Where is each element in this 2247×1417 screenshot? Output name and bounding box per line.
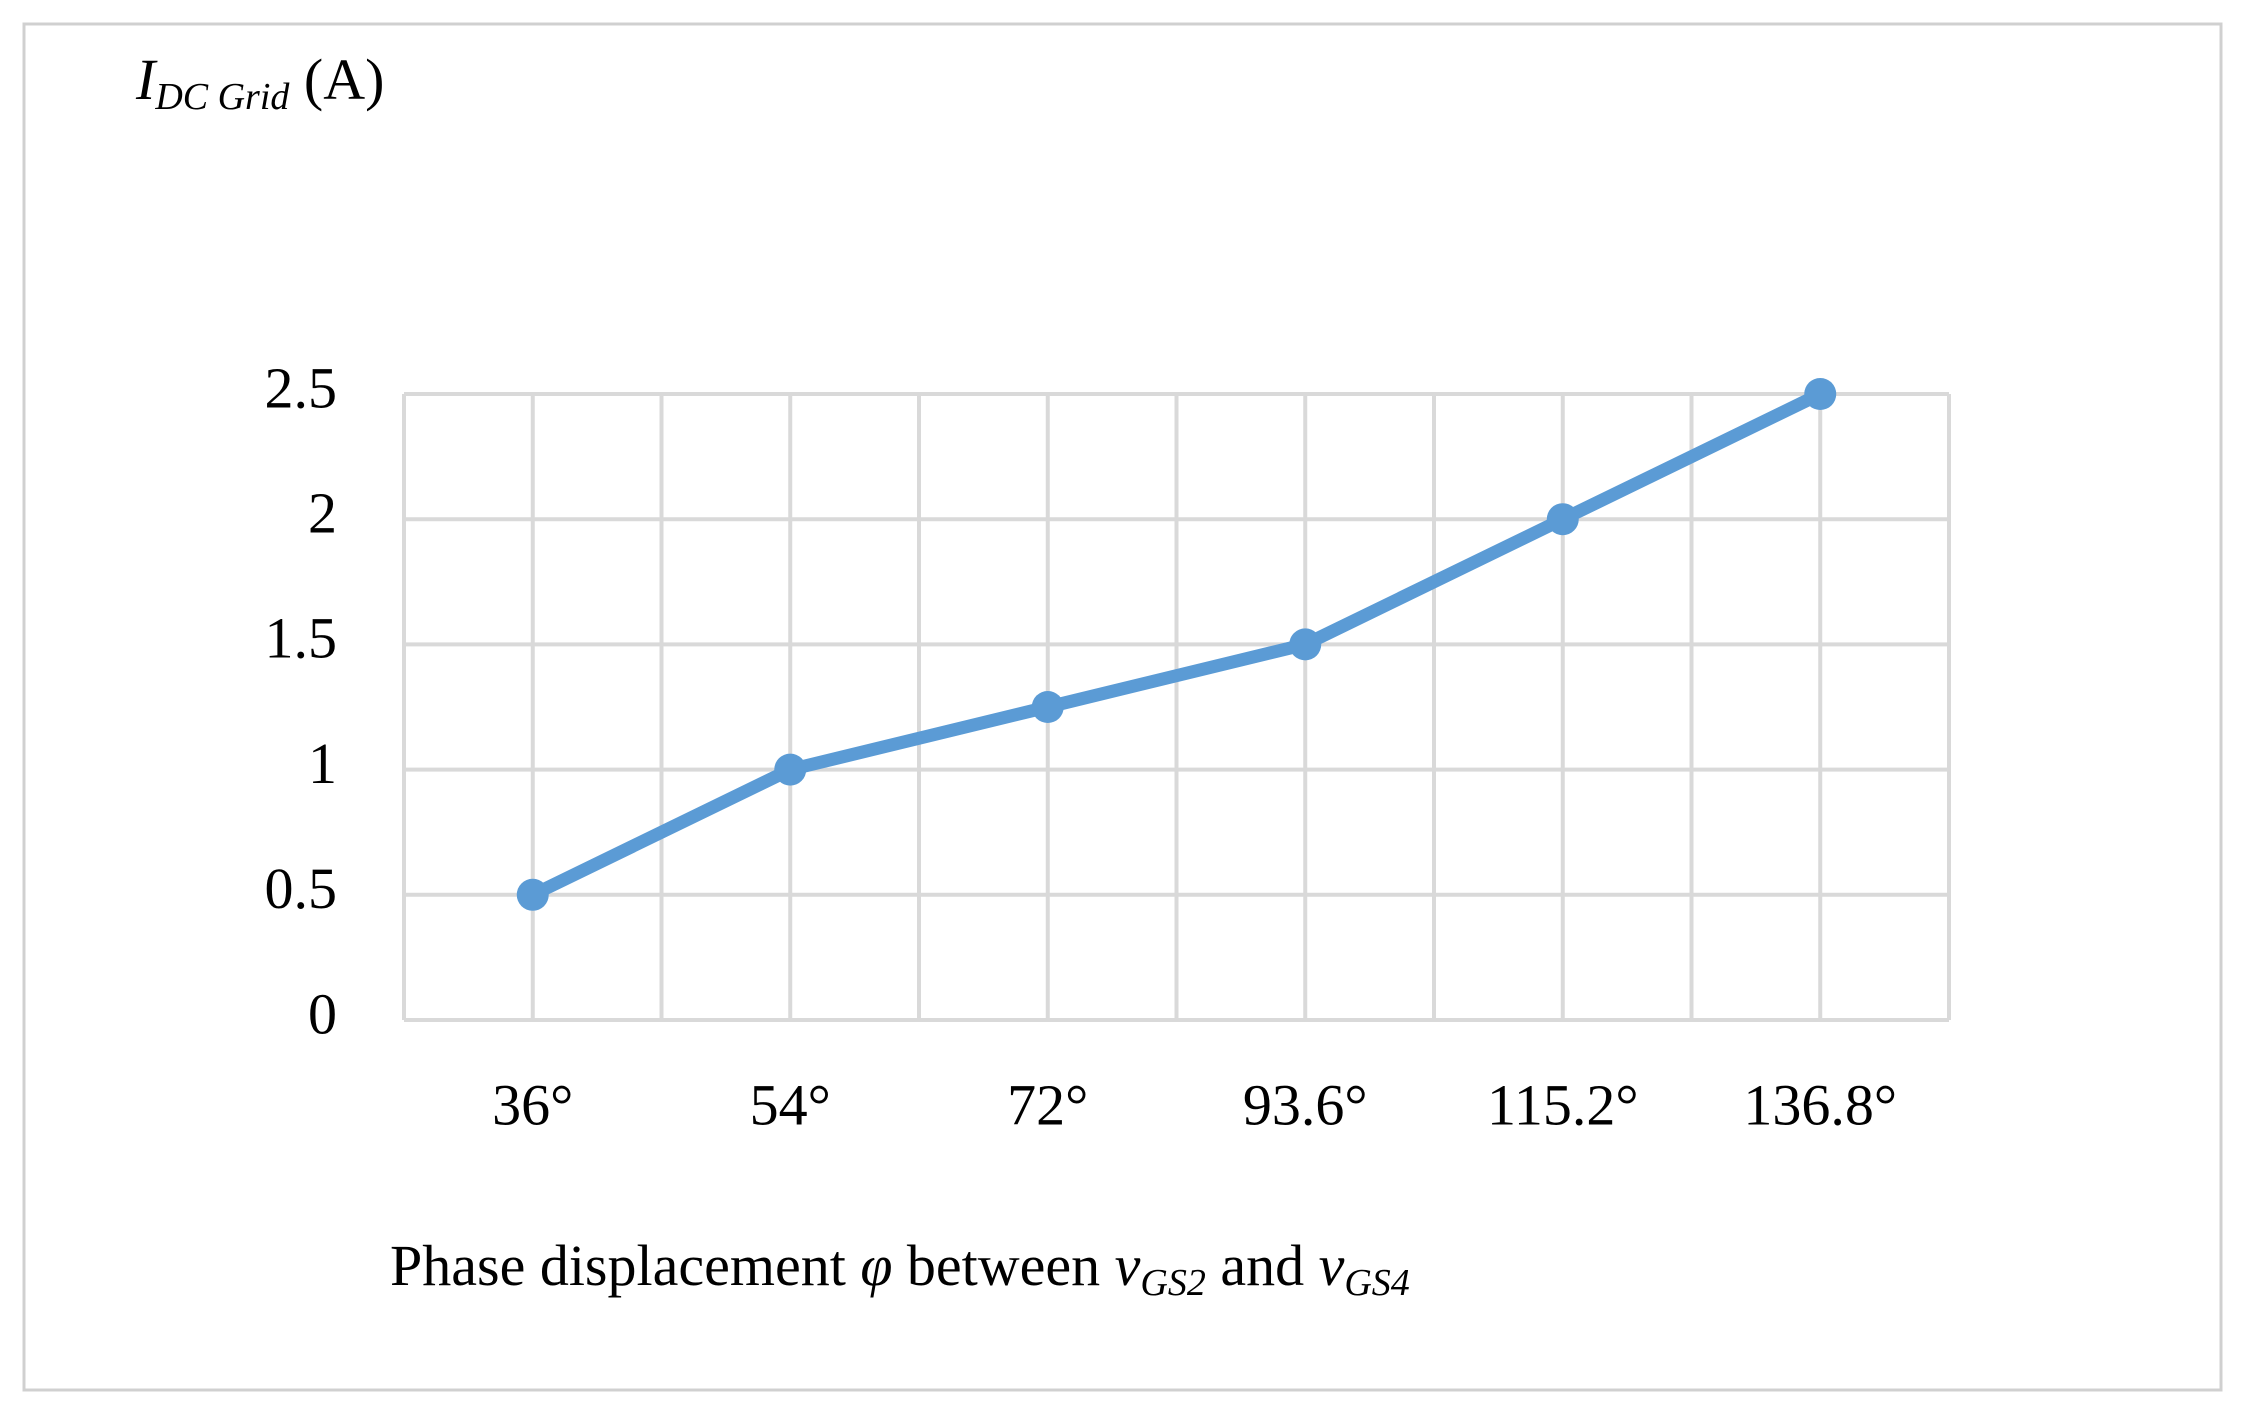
x-label-part: between [892, 1233, 1114, 1298]
y-tick-label: 1.5 [265, 606, 338, 671]
y-axis-label: IDC Grid (A) [135, 47, 384, 117]
x-axis-label: Phase displacement φ between vGS2 and vG… [390, 1233, 1410, 1303]
x-tick-label: 115.2° [1487, 1072, 1639, 1137]
x-label-part: GS4 [1344, 1262, 1409, 1304]
y-tick-label: 2 [308, 481, 337, 546]
x-label-part: v [1115, 1233, 1141, 1298]
x-label-part: and [1206, 1233, 1319, 1298]
x-tick-label: 136.8° [1743, 1072, 1897, 1137]
frame [22, 22, 2223, 1392]
x-label-part: φ [860, 1233, 892, 1298]
x-tick-label: 93.6° [1243, 1072, 1368, 1137]
x-label-part: GS2 [1140, 1262, 1205, 1304]
marker [1804, 378, 1837, 410]
y-tick-label: 2.5 [265, 355, 338, 420]
y-label-part: (A) [289, 47, 384, 112]
x-label-part: Phase displacement [390, 1233, 860, 1298]
y-tick-label: 0.5 [265, 856, 338, 921]
marker [516, 878, 549, 911]
marker [774, 753, 807, 786]
line [529, 388, 1824, 901]
x-tick-label: 36° [492, 1072, 573, 1137]
y-label-part: DC Grid [154, 76, 290, 118]
x-tick-label: 54° [750, 1072, 831, 1137]
marker [1031, 691, 1064, 723]
x-tick-label: 72° [1007, 1072, 1088, 1137]
y-label-part: I [135, 47, 158, 112]
y-tick-label: 1 [308, 731, 337, 796]
y-tick-label: 0 [308, 981, 337, 1046]
x-label-part: v [1319, 1233, 1345, 1298]
marker [1289, 628, 1322, 661]
marker [1546, 503, 1579, 536]
